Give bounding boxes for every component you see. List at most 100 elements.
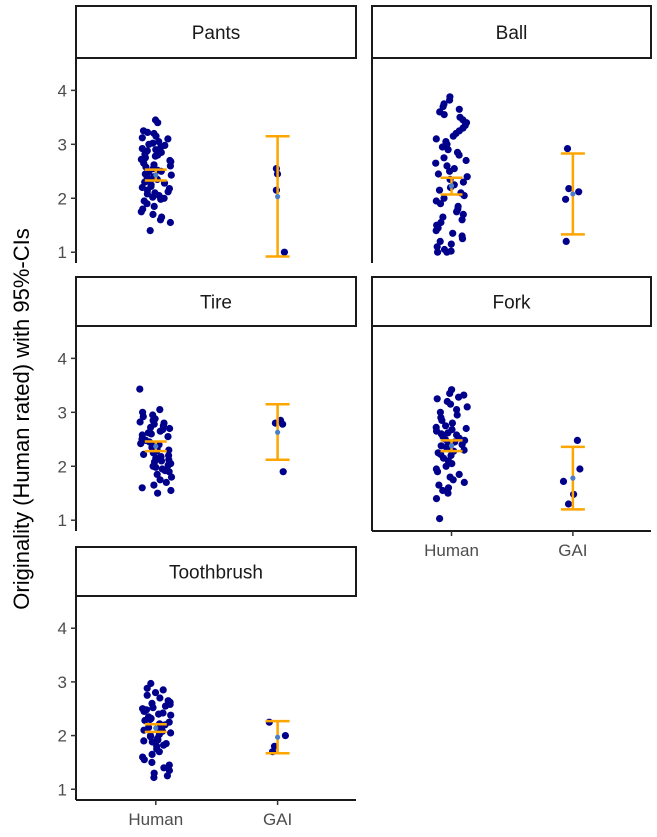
data-point bbox=[458, 216, 466, 224]
data-point bbox=[148, 738, 156, 746]
y-tick-label: 4 bbox=[58, 619, 67, 638]
data-point bbox=[432, 495, 441, 503]
panel-pants: Pants 1 2 3 4 bbox=[58, 5, 357, 263]
data-point bbox=[140, 737, 148, 745]
data-point bbox=[152, 146, 160, 154]
data-point bbox=[148, 758, 156, 767]
y-tick-label: 4 bbox=[58, 81, 67, 100]
facet-title: Tire bbox=[200, 293, 232, 314]
data-point bbox=[165, 446, 173, 454]
data-point bbox=[150, 773, 158, 782]
data-point bbox=[137, 440, 145, 448]
data-point bbox=[440, 154, 448, 162]
mean-point bbox=[275, 429, 281, 435]
data-point bbox=[157, 457, 166, 465]
facet-strip bbox=[75, 276, 357, 327]
data-point bbox=[443, 162, 451, 170]
data-point bbox=[573, 436, 582, 444]
mean-point bbox=[153, 172, 159, 178]
data-point bbox=[164, 461, 172, 469]
data-point bbox=[154, 489, 162, 497]
data-point bbox=[449, 229, 457, 237]
facet-strip bbox=[75, 5, 357, 59]
panel-toothbrush: Toothbrush 1 2 3 4 Human GAI bbox=[58, 546, 357, 829]
data-point bbox=[156, 476, 164, 484]
y-tick-label: 1 bbox=[58, 243, 67, 262]
data-point bbox=[156, 406, 164, 414]
data-point bbox=[459, 210, 467, 218]
data-point bbox=[446, 96, 454, 104]
data-point bbox=[153, 470, 161, 478]
data-point bbox=[462, 156, 470, 165]
data-point bbox=[154, 736, 162, 744]
data-point bbox=[438, 416, 446, 424]
data-point bbox=[440, 194, 448, 202]
panel-fork: Fork Human GAI bbox=[371, 276, 652, 560]
x-tick-label: GAI bbox=[263, 810, 292, 829]
data-point bbox=[446, 400, 455, 408]
data-point bbox=[448, 460, 456, 468]
data-point bbox=[167, 711, 175, 719]
panel-tire: Tire 1 2 3 4 bbox=[58, 276, 357, 531]
data-point bbox=[463, 403, 471, 411]
data-point bbox=[148, 750, 156, 759]
data-point bbox=[444, 489, 452, 497]
data-point bbox=[167, 171, 175, 179]
x-tick-label: Human bbox=[128, 810, 183, 829]
data-point bbox=[449, 476, 457, 484]
data-point bbox=[459, 178, 467, 186]
data-point bbox=[152, 132, 160, 140]
data-point bbox=[440, 111, 448, 119]
data-point bbox=[434, 248, 442, 256]
data-point bbox=[138, 484, 146, 492]
data-point bbox=[443, 248, 451, 256]
data-point bbox=[458, 441, 466, 449]
data-point bbox=[439, 486, 447, 495]
facet-title: Toothbrush bbox=[169, 563, 263, 584]
data-point bbox=[447, 240, 455, 248]
y-tick-label: 3 bbox=[58, 673, 67, 692]
y-tick-label: 4 bbox=[58, 349, 67, 368]
data-point bbox=[156, 694, 164, 702]
data-point bbox=[433, 243, 441, 251]
y-tick-label: 2 bbox=[58, 457, 67, 476]
mean-point bbox=[448, 443, 455, 449]
data-point bbox=[157, 195, 165, 203]
data-point bbox=[156, 427, 164, 435]
data-point bbox=[143, 684, 151, 692]
data-point bbox=[151, 152, 159, 160]
data-point bbox=[562, 237, 570, 245]
data-point bbox=[151, 689, 160, 697]
data-point bbox=[160, 764, 168, 772]
facet-strip bbox=[371, 5, 652, 59]
data-point bbox=[164, 188, 172, 196]
data-point bbox=[138, 134, 146, 142]
data-point bbox=[446, 389, 454, 397]
data-point bbox=[149, 704, 157, 712]
data-point bbox=[159, 686, 167, 694]
data-point bbox=[143, 200, 151, 208]
facet-strip bbox=[371, 276, 652, 327]
data-point bbox=[165, 468, 173, 476]
data-point bbox=[144, 128, 152, 136]
data-point bbox=[575, 188, 583, 196]
data-point bbox=[140, 707, 148, 716]
mean-point bbox=[153, 725, 159, 731]
facet-title: Ball bbox=[496, 23, 528, 44]
data-point bbox=[152, 463, 160, 471]
data-point bbox=[143, 691, 151, 699]
data-point bbox=[167, 486, 175, 495]
facet-title: Pants bbox=[192, 23, 241, 44]
data-point bbox=[280, 248, 288, 256]
data-point bbox=[455, 393, 463, 401]
data-point bbox=[140, 450, 148, 458]
data-point bbox=[460, 478, 468, 486]
mean-point bbox=[570, 191, 576, 197]
data-point bbox=[453, 208, 461, 216]
y-axis-label: Originality (Human rated) with 95%-CIs bbox=[9, 228, 34, 609]
data-point bbox=[463, 173, 471, 181]
data-point bbox=[462, 424, 470, 433]
data-point bbox=[442, 462, 450, 470]
data-point bbox=[164, 433, 172, 441]
